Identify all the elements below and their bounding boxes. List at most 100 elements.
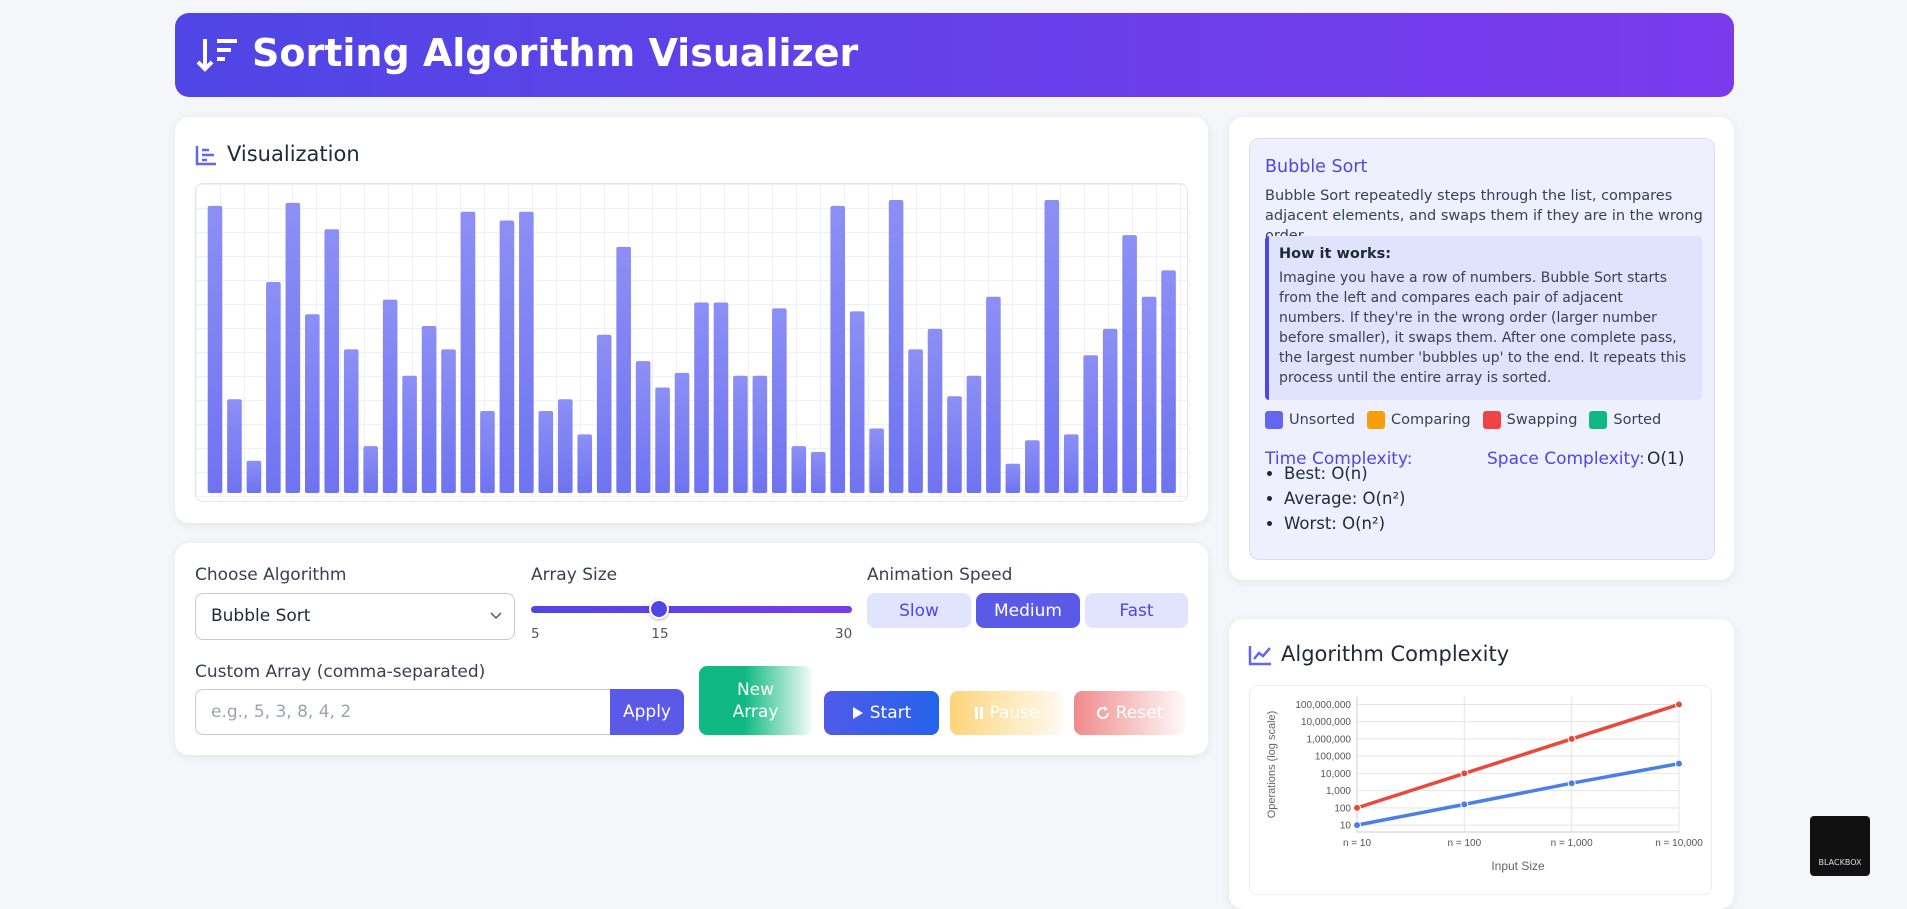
bar: [1141, 296, 1157, 493]
series-point: [1567, 779, 1576, 788]
y-tick-label: 100,000: [1315, 752, 1352, 763]
series-point: [1460, 769, 1469, 778]
bar: [791, 446, 807, 493]
bar: [285, 202, 301, 493]
x-tick-label: n = 10: [1343, 838, 1372, 849]
placeholder: e.g., 5, 3, 8, 4, 2: [211, 702, 352, 722]
bars: [207, 200, 1176, 494]
time-title: Time Complexity:: [1265, 449, 1413, 469]
series-point: [1353, 803, 1361, 812]
slider-value: 15: [651, 626, 669, 642]
header: Sorting Algorithm Visualizer: [175, 13, 1734, 97]
bar: [207, 205, 223, 494]
series-point: [1460, 800, 1469, 809]
start-button[interactable]: Start: [824, 691, 939, 735]
label: Choose Algorithm: [195, 565, 347, 585]
legend-label: Sorted: [1613, 412, 1662, 428]
x-tick-label: n = 100: [1448, 838, 1482, 849]
y-tick-label: 1,000,000: [1307, 734, 1352, 745]
reset-icon: [1096, 706, 1109, 719]
page-title: Sorting Algorithm Visualizer: [252, 31, 859, 75]
bar: [246, 460, 262, 493]
bar: [927, 328, 943, 493]
bar: [499, 220, 515, 493]
bar: [733, 375, 748, 493]
slider-track[interactable]: [531, 606, 852, 613]
bar: [382, 299, 398, 493]
pause-button[interactable]: Pause: [950, 691, 1063, 735]
legend-swatch: [1589, 411, 1608, 429]
complexity-card: [1229, 619, 1734, 909]
bar: [752, 375, 768, 493]
legend-swatch: [1482, 411, 1501, 429]
bar: [266, 282, 281, 493]
bar: [227, 399, 242, 493]
apply-button[interactable]: Apply: [610, 689, 684, 735]
bar: [363, 446, 378, 493]
complexity-item: Average: O(n²): [1284, 486, 1406, 511]
series-point: [1353, 821, 1361, 830]
bar: [343, 349, 359, 493]
legend-item: Comparing: [1367, 411, 1471, 429]
bar: [810, 451, 826, 493]
new-array-button[interactable]: New Array: [699, 666, 812, 735]
card-title: Visualization: [227, 142, 360, 166]
legend-item: Sorted: [1589, 411, 1661, 429]
bar: [1122, 235, 1137, 493]
bar: [674, 372, 690, 493]
pause-icon: [974, 707, 983, 719]
play-icon: [852, 707, 863, 719]
series-line: [1356, 761, 1680, 827]
time-list: Best: O(n)Average: O(n²)Worst: O(n²): [1250, 461, 1406, 536]
button-text: Reset: [1115, 703, 1164, 723]
y-tick-label: 10,000: [1320, 769, 1351, 780]
sort-icon: [197, 39, 237, 72]
button-text: Start: [869, 703, 912, 723]
algorithm-name: Bubble Sort: [1265, 157, 1368, 177]
bar: [772, 308, 787, 493]
chart-frame: 10 100 1,000 10,000 100,000 1,000,000 10,000,0…: [1249, 685, 1712, 895]
legend-label: Comparing: [1391, 412, 1471, 428]
how-title: How it works:: [1279, 246, 1392, 262]
y-tick-label: 10: [1340, 821, 1352, 832]
bar: [966, 375, 982, 493]
how-box: How it works: Imagine you have a row of …: [1265, 236, 1702, 400]
chart-icon: [195, 146, 216, 166]
legend-label: Swapping: [1506, 412, 1578, 428]
custom-input[interactable]: e.g., 5, 3, 8, 4, 2: [195, 689, 611, 735]
bar: [519, 211, 534, 493]
legend-swatch: [1265, 411, 1283, 429]
slider-thumb[interactable]: [649, 599, 670, 619]
space-value: O(1): [1647, 449, 1685, 469]
bar: [1025, 440, 1040, 493]
series-line: [1356, 702, 1680, 810]
legend-item: Unsorted: [1265, 411, 1355, 429]
bar: [849, 311, 865, 493]
bar: [480, 410, 495, 493]
bar: [1102, 328, 1118, 493]
speed-button[interactable]: Slow: [867, 593, 971, 628]
bar: [869, 428, 884, 493]
bar: [557, 399, 573, 493]
y-tick-label: 100: [1334, 803, 1351, 814]
button-text: Pause: [989, 703, 1040, 723]
bar: [324, 229, 340, 494]
speed-button[interactable]: Fast: [1085, 593, 1188, 628]
bar: [986, 296, 1001, 493]
series-point: [1675, 759, 1683, 768]
bar: [830, 205, 846, 494]
bar-area: [195, 183, 1188, 502]
select-value: Bubble Sort: [211, 606, 311, 626]
bar: [1063, 434, 1079, 493]
algorithm-select[interactable]: Bubble Sort: [195, 593, 515, 640]
bar: [1044, 200, 1060, 493]
bar: [460, 211, 476, 493]
x-tick-label: n = 1,000: [1551, 838, 1593, 849]
bar: [1083, 355, 1098, 493]
bar: [888, 200, 904, 493]
label: Animation Speed: [867, 565, 1013, 585]
reset-button[interactable]: Reset: [1074, 691, 1185, 735]
bar: [538, 410, 554, 493]
info-box: Bubble Sort Bubble Sort repeatedly steps…: [1249, 138, 1715, 560]
speed-button[interactable]: Medium: [976, 593, 1080, 628]
